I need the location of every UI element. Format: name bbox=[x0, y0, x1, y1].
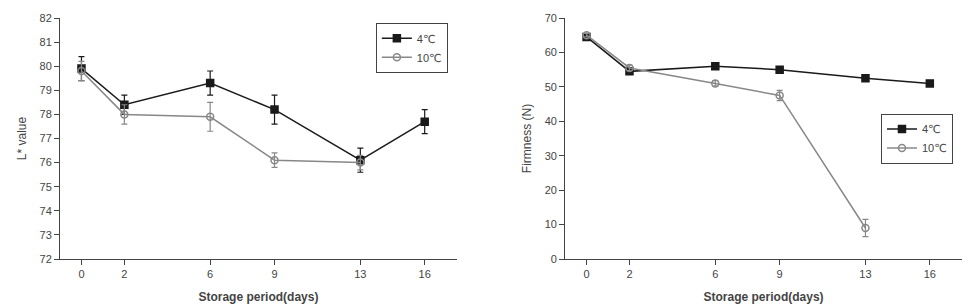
svg-text:10℃: 10℃ bbox=[417, 52, 442, 64]
svg-text:4℃: 4℃ bbox=[417, 33, 435, 45]
svg-text:77: 77 bbox=[40, 132, 52, 144]
svg-text:Storage period(days): Storage period(days) bbox=[704, 290, 824, 304]
svg-text:4℃: 4℃ bbox=[922, 123, 940, 135]
svg-text:2: 2 bbox=[121, 268, 127, 280]
svg-text:6: 6 bbox=[207, 268, 213, 280]
svg-text:16: 16 bbox=[419, 268, 431, 280]
svg-text:9: 9 bbox=[777, 268, 783, 280]
svg-text:13: 13 bbox=[859, 268, 871, 280]
svg-text:2: 2 bbox=[626, 268, 632, 280]
svg-text:60: 60 bbox=[545, 46, 557, 58]
svg-text:30: 30 bbox=[545, 150, 557, 162]
svg-text:10℃: 10℃ bbox=[922, 142, 947, 154]
svg-text:10: 10 bbox=[545, 218, 557, 230]
svg-text:79: 79 bbox=[40, 84, 52, 96]
svg-text:40: 40 bbox=[545, 115, 557, 127]
svg-text:80: 80 bbox=[40, 60, 52, 72]
svg-text:74: 74 bbox=[40, 205, 52, 217]
svg-text:73: 73 bbox=[40, 229, 52, 241]
svg-text:72: 72 bbox=[40, 253, 52, 265]
svg-text:50: 50 bbox=[545, 81, 557, 93]
svg-text:81: 81 bbox=[40, 36, 52, 48]
svg-text:82: 82 bbox=[40, 12, 52, 24]
svg-text:9: 9 bbox=[271, 268, 277, 280]
svg-text:0: 0 bbox=[551, 253, 557, 265]
svg-text:16: 16 bbox=[924, 268, 936, 280]
svg-text:L* value: L* value bbox=[15, 116, 29, 160]
svg-text:75: 75 bbox=[40, 181, 52, 193]
svg-text:Storage period(days): Storage period(days) bbox=[198, 290, 318, 304]
svg-text:78: 78 bbox=[40, 108, 52, 120]
svg-text:70: 70 bbox=[545, 12, 557, 24]
svg-text:0: 0 bbox=[584, 268, 590, 280]
svg-text:13: 13 bbox=[354, 268, 366, 280]
svg-text:76: 76 bbox=[40, 156, 52, 168]
svg-text:Firmness (N): Firmness (N) bbox=[520, 104, 534, 173]
svg-text:6: 6 bbox=[712, 268, 718, 280]
svg-text:20: 20 bbox=[545, 184, 557, 196]
svg-text:0: 0 bbox=[78, 268, 84, 280]
